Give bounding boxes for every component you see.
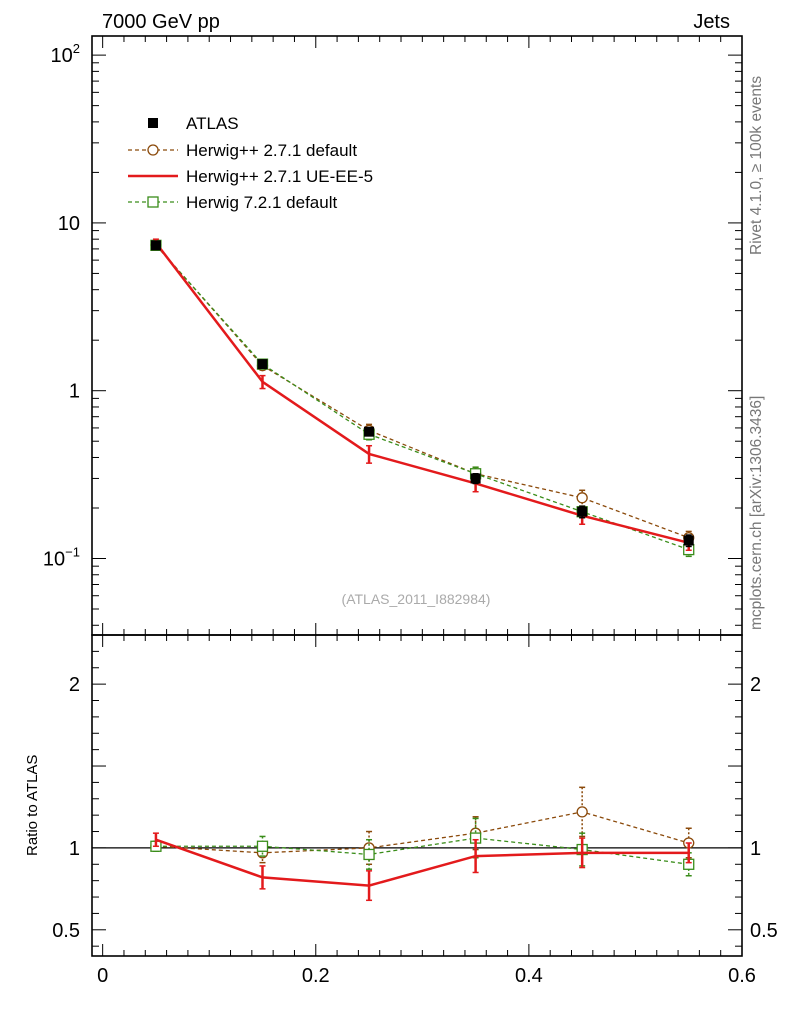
y-tick-label: 10 — [58, 213, 80, 235]
x-tick-label: 0 — [97, 965, 108, 987]
legend: ATLAS Herwig++ 2.7.1 default Herwig++ 2.… — [128, 114, 373, 212]
ratio-tick-label-right: 2 — [750, 674, 761, 696]
y-tick-label: 10−1 — [43, 544, 80, 570]
herwig-7-2-1-default-point — [363, 848, 375, 861]
legend-marker-herwig7-default — [147, 196, 159, 208]
legend-label-atlas: ATLAS — [186, 114, 239, 133]
x-tick-label: 0.4 — [515, 965, 543, 987]
herwig-2-7-1-default-line — [155, 811, 689, 854]
mcplots-label: mcplots.cern.ch [arXiv:1306.3436] — [748, 396, 765, 630]
ratio-y-axis-label: Ratio to ATLAS — [24, 755, 41, 856]
atlas-point — [577, 506, 588, 517]
atlas-point — [257, 359, 268, 370]
legend-marker-atlas — [148, 118, 158, 128]
x-tick-label: 0.2 — [302, 965, 330, 987]
ratio-tick-label: 1 — [69, 838, 80, 860]
analysis-watermark: (ATLAS_2011_I882984) — [342, 591, 491, 607]
herwig-7-2-1-default-point — [256, 840, 269, 852]
legend-marker-herwigpp-default — [147, 144, 159, 156]
ratio-tick-label-right: 1 — [750, 838, 761, 860]
herwig-7-2-1-default-line — [155, 837, 689, 865]
ratio-series-group — [150, 786, 695, 902]
herwig-2-7-1-default-point — [576, 492, 588, 504]
axis-ticks — [92, 36, 743, 956]
herwig-2-7-1-default-line — [155, 244, 689, 539]
atlas-point — [150, 240, 161, 251]
x-tick-label: 0.6 — [728, 965, 756, 987]
legend-label-herwig7-default: Herwig 7.2.1 default — [186, 193, 337, 212]
rivet-version-label: Rivet 4.1.0, ≥ 100k events — [748, 76, 765, 255]
herwig-7-2-1-default-line — [155, 244, 689, 551]
ratio-tick-label: 0.5 — [52, 920, 80, 942]
x-tick-labels: 0 0.2 0.4 0.6 — [97, 965, 756, 987]
atlas-point — [470, 473, 481, 484]
legend-label-herwigpp-ueee5: Herwig++ 2.7.1 UE-EE-5 — [186, 167, 373, 186]
ratio-tick-label-right: 0.5 — [750, 920, 778, 942]
y-tick-label: 102 — [51, 41, 80, 67]
y-tick-label: 1 — [69, 381, 80, 403]
herwig-2-7-1-ue-ee-5-line — [155, 838, 689, 887]
atlas-point — [364, 426, 375, 437]
main-series-group — [150, 238, 695, 558]
ratio-y-tick-labels: 0.5 0.5 1 1 2 2 — [52, 674, 778, 942]
header-right: Jets — [693, 11, 730, 33]
legend-label-herwigpp-default: Herwig++ 2.7.1 default — [186, 141, 357, 160]
ratio-tick-label: 2 — [69, 674, 80, 696]
atlas-point — [683, 535, 694, 546]
ratio-panel-frame — [91, 634, 743, 957]
herwig-2-7-1-ue-ee-5-line — [154, 242, 690, 545]
header-left: 7000 GeV pp — [102, 11, 220, 33]
main-y-tick-labels: 10−1 1 10 102 — [43, 41, 80, 570]
herwig-2-7-1-default-point — [576, 806, 588, 818]
